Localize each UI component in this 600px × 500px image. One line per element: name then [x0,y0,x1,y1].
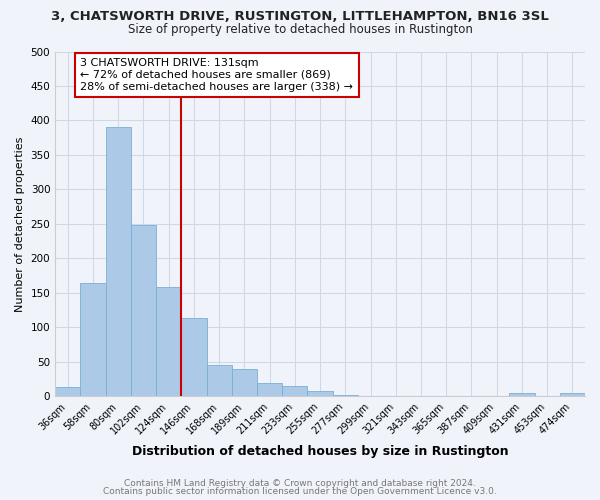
Bar [206,366,232,396]
Text: 3, CHATSWORTH DRIVE, RUSTINGTON, LITTLEHAMPTON, BN16 3SL: 3, CHATSWORTH DRIVE, RUSTINGTON, LITTLEH… [51,10,549,23]
Bar [156,288,181,397]
Text: Size of property relative to detached houses in Rustington: Size of property relative to detached ho… [128,22,472,36]
Bar [181,318,206,396]
Y-axis label: Number of detached properties: Number of detached properties [15,136,25,312]
Bar [307,392,332,396]
Bar [106,128,131,396]
Bar [80,282,106,397]
Bar [332,395,358,396]
Bar [55,386,80,396]
Bar [257,382,282,396]
X-axis label: Distribution of detached houses by size in Rustington: Distribution of detached houses by size … [132,444,508,458]
Bar [560,393,585,396]
Bar [282,386,307,396]
Bar [232,368,257,396]
Bar [131,226,156,396]
Text: Contains HM Land Registry data © Crown copyright and database right 2024.: Contains HM Land Registry data © Crown c… [124,478,476,488]
Text: 3 CHATSWORTH DRIVE: 131sqm
← 72% of detached houses are smaller (869)
28% of sem: 3 CHATSWORTH DRIVE: 131sqm ← 72% of deta… [80,58,353,92]
Bar [509,393,535,396]
Text: Contains public sector information licensed under the Open Government Licence v3: Contains public sector information licen… [103,487,497,496]
